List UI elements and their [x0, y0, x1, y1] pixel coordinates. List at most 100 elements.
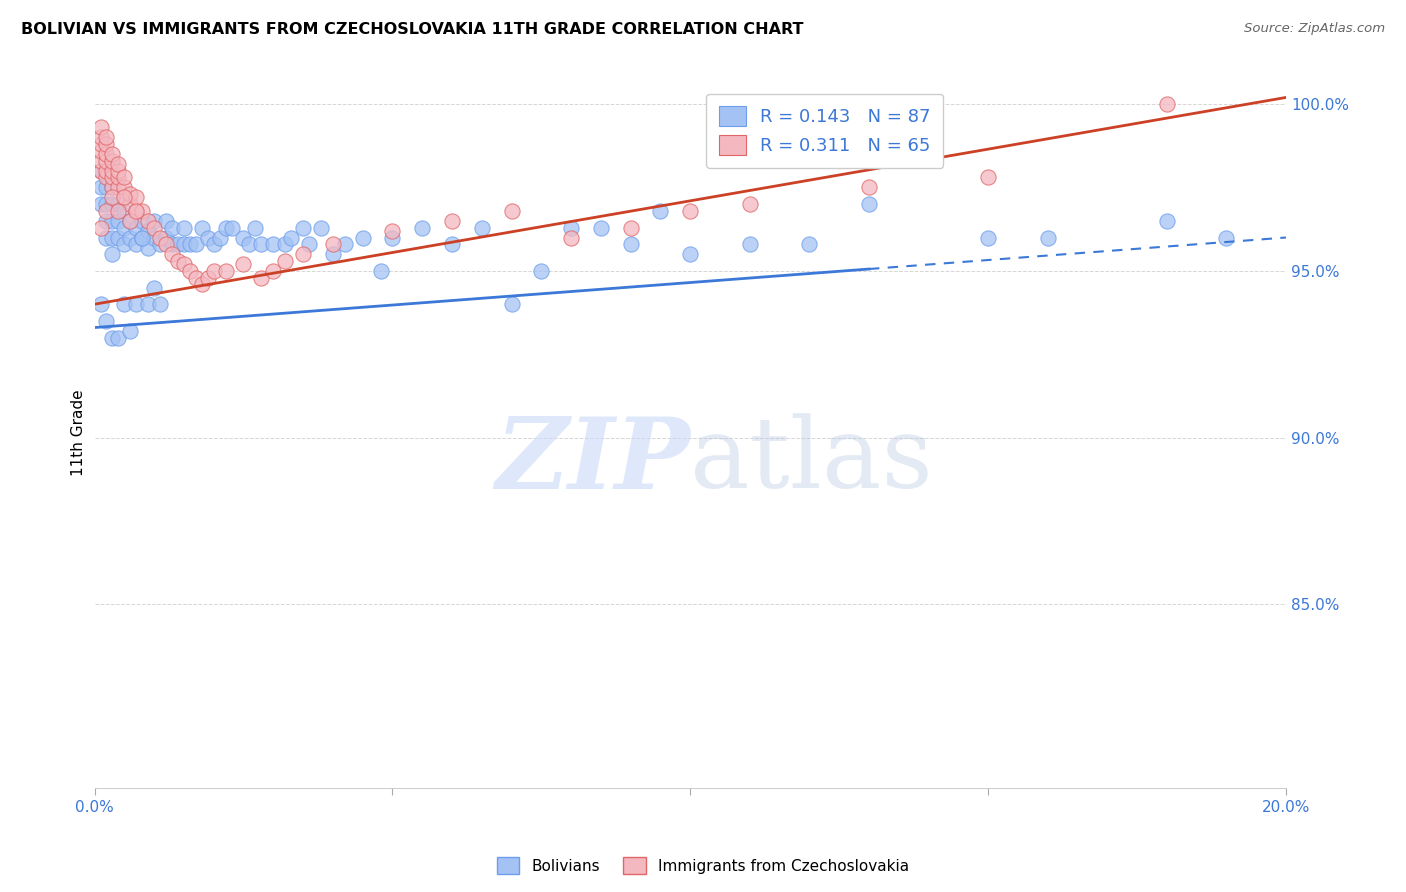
Point	[90, 130, 112, 145]
Point	[1156, 97, 1178, 112]
Point	[292, 247, 315, 261]
Point	[90, 137, 112, 152]
Point	[131, 230, 153, 244]
Point	[96, 137, 118, 152]
Point	[214, 220, 236, 235]
Point	[112, 190, 135, 204]
Point	[107, 197, 129, 211]
Point	[173, 237, 195, 252]
Point	[274, 253, 297, 268]
Point	[1215, 230, 1237, 244]
Point	[90, 180, 112, 194]
Point	[101, 214, 124, 228]
Point	[125, 237, 148, 252]
Point	[90, 163, 112, 178]
Point	[101, 230, 124, 244]
Point	[112, 220, 135, 235]
Point	[160, 247, 183, 261]
Y-axis label: 11th Grade: 11th Grade	[72, 389, 86, 476]
Point	[620, 237, 643, 252]
Point	[589, 220, 612, 235]
Point	[977, 170, 1000, 185]
Point	[738, 237, 761, 252]
Point	[101, 180, 124, 194]
Point	[309, 220, 332, 235]
Point	[620, 220, 643, 235]
Point	[977, 230, 1000, 244]
Point	[250, 270, 273, 285]
Point	[96, 197, 118, 211]
Point	[262, 237, 284, 252]
Point	[214, 264, 236, 278]
Point	[107, 214, 129, 228]
Point	[112, 237, 135, 252]
Point	[381, 224, 404, 238]
Point	[221, 220, 243, 235]
Point	[274, 237, 297, 252]
Text: atlas: atlas	[690, 413, 934, 509]
Point	[202, 264, 225, 278]
Point	[370, 264, 392, 278]
Point	[107, 203, 129, 218]
Point	[96, 153, 118, 168]
Point	[90, 297, 112, 311]
Point	[679, 247, 702, 261]
Point	[136, 240, 159, 254]
Point	[96, 230, 118, 244]
Point	[250, 237, 273, 252]
Point	[90, 153, 112, 168]
Point	[191, 277, 214, 292]
Point	[411, 220, 433, 235]
Point	[101, 190, 124, 204]
Point	[149, 230, 172, 244]
Point	[245, 220, 267, 235]
Point	[173, 257, 195, 271]
Point	[155, 214, 177, 228]
Point	[143, 220, 166, 235]
Point	[96, 163, 118, 178]
Point	[96, 314, 118, 328]
Point	[155, 230, 177, 244]
Point	[120, 214, 142, 228]
Point	[197, 270, 219, 285]
Point	[179, 237, 201, 252]
Point	[90, 163, 112, 178]
Point	[96, 214, 118, 228]
Point	[101, 180, 124, 194]
Point	[167, 253, 190, 268]
Point	[238, 237, 260, 252]
Point	[799, 237, 821, 252]
Point	[90, 220, 112, 235]
Point	[160, 220, 183, 235]
Point	[107, 330, 129, 344]
Point	[322, 237, 344, 252]
Legend: Bolivians, Immigrants from Czechoslovakia: Bolivians, Immigrants from Czechoslovaki…	[491, 851, 915, 880]
Point	[107, 230, 129, 244]
Point	[149, 297, 172, 311]
Point	[112, 203, 135, 218]
Point	[90, 197, 112, 211]
Point	[184, 270, 207, 285]
Point	[136, 224, 159, 238]
Point	[101, 170, 124, 185]
Point	[101, 330, 124, 344]
Point	[333, 237, 356, 252]
Point	[262, 264, 284, 278]
Point	[143, 230, 166, 244]
Text: BOLIVIAN VS IMMIGRANTS FROM CZECHOSLOVAKIA 11TH GRADE CORRELATION CHART: BOLIVIAN VS IMMIGRANTS FROM CZECHOSLOVAK…	[21, 22, 804, 37]
Point	[131, 230, 153, 244]
Point	[173, 220, 195, 235]
Point	[96, 203, 118, 218]
Legend: R = 0.143   N = 87, R = 0.311   N = 65: R = 0.143 N = 87, R = 0.311 N = 65	[706, 94, 943, 168]
Point	[90, 120, 112, 135]
Point	[120, 324, 142, 338]
Point	[208, 230, 231, 244]
Point	[120, 230, 142, 244]
Point	[381, 230, 404, 244]
Point	[155, 237, 177, 252]
Point	[280, 230, 302, 244]
Point	[125, 190, 148, 204]
Point	[650, 203, 672, 218]
Point	[292, 220, 315, 235]
Point	[1156, 214, 1178, 228]
